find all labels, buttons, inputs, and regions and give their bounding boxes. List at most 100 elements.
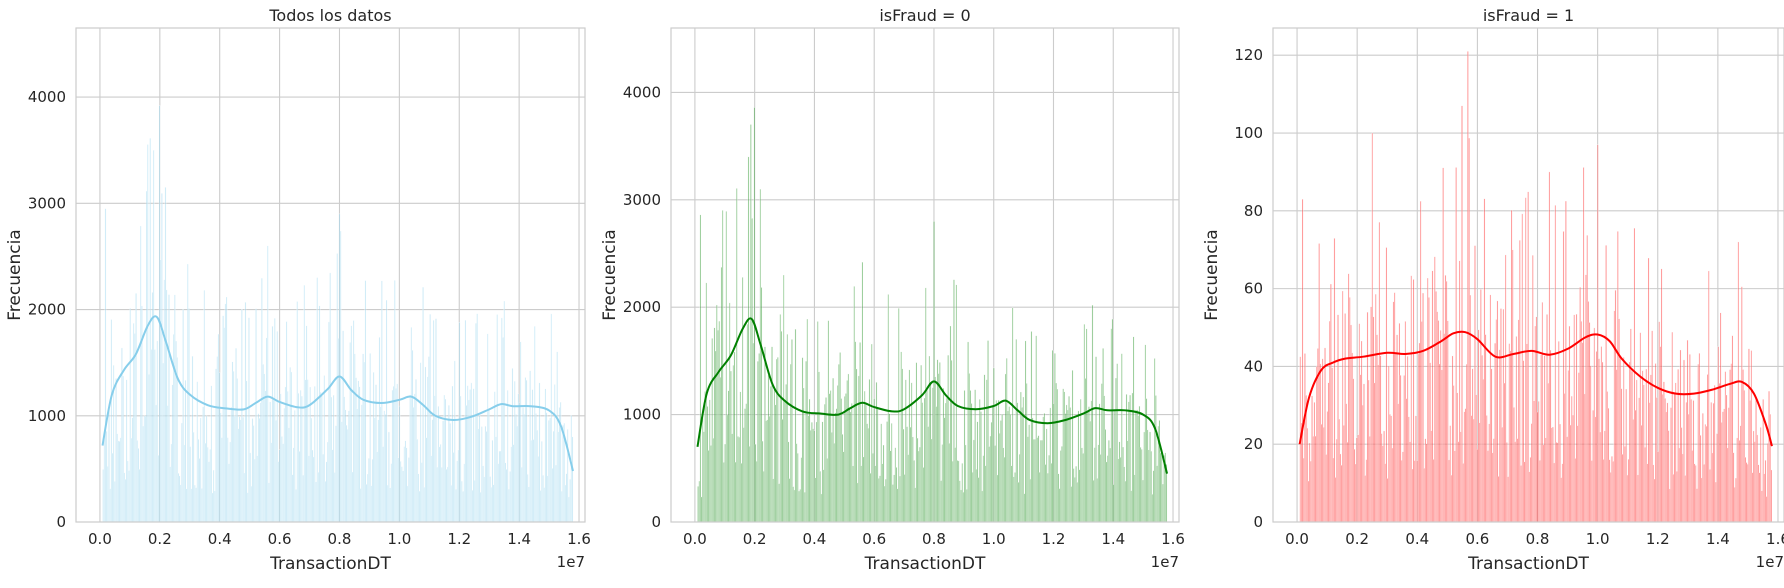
histogram-bar (1346, 441, 1349, 523)
histogram-bar (738, 436, 740, 523)
kde-line (101, 315, 574, 472)
histogram-bar (1098, 403, 1101, 523)
histogram-bar (728, 302, 731, 523)
histogram-bar (1595, 351, 1598, 523)
histogram-bar (291, 474, 294, 523)
histogram-bar (1643, 384, 1645, 523)
histogram-bar (774, 404, 777, 523)
histogram-bar (727, 390, 730, 523)
axes-frame (1272, 27, 1784, 523)
histogram-bar (1359, 374, 1362, 523)
histogram-bar (476, 313, 478, 523)
y-tick-label: 4000 (623, 83, 661, 101)
histogram-bar (1618, 318, 1620, 523)
histogram-bar (895, 467, 898, 523)
x-tick-label: 0.6 (268, 530, 292, 548)
histogram-bar (844, 396, 846, 523)
histogram-bar (1579, 286, 1581, 523)
histogram-bar (1038, 472, 1041, 523)
histogram-bar (227, 437, 229, 523)
histogram-bar (1656, 397, 1658, 523)
histogram-bar (551, 468, 554, 523)
histogram-bar (981, 490, 983, 523)
histogram-bar (835, 408, 838, 523)
histogram-bar (1406, 356, 1409, 523)
histogram-bar (485, 431, 488, 523)
histogram-bar (842, 451, 845, 523)
y-tick-label: 0 (1253, 513, 1263, 531)
histogram-bar (1319, 363, 1322, 523)
histogram-bar (1520, 465, 1522, 523)
histogram-bar (1443, 333, 1446, 523)
histogram-bar (1063, 391, 1066, 523)
histogram-bar (862, 456, 865, 523)
histogram-bar (764, 346, 766, 523)
histogram-bar (815, 421, 818, 523)
histogram-bar (1128, 401, 1130, 523)
histogram-bar (1056, 388, 1059, 523)
histogram-bar (1458, 260, 1461, 523)
histogram-bar (1580, 321, 1583, 523)
x-tick-label: 0.2 (1345, 530, 1369, 548)
histogram-bar (1588, 322, 1591, 523)
histogram-bar (402, 470, 404, 523)
histogram-bar (245, 380, 248, 523)
histogram-bar (732, 365, 735, 523)
histogram-bar (1349, 297, 1351, 523)
histogram-bar (804, 491, 806, 523)
y-tick-labels: 0 20 40 60 80 100 120 (1234, 46, 1263, 531)
x-tick-label: 0.2 (743, 530, 767, 548)
histogram-bar (1504, 254, 1507, 523)
histogram-bar (1347, 273, 1350, 523)
histogram-bar (414, 393, 416, 523)
histogram-bar (1533, 400, 1535, 523)
histogram-bar (1604, 430, 1606, 523)
histogram-bar (1445, 281, 1448, 523)
histogram-bar (963, 390, 966, 523)
y-tick-label: 120 (1234, 46, 1263, 64)
histogram-bar (1389, 414, 1391, 523)
histogram-bar (301, 395, 303, 523)
histogram-bar (1077, 410, 1080, 523)
histogram-bar (445, 469, 448, 523)
histogram-bar (861, 261, 864, 523)
histogram-bar (479, 492, 482, 523)
histogram-bar (1489, 294, 1492, 523)
histogram-bar (561, 490, 563, 523)
histogram-bar (991, 405, 994, 523)
histogram-bar (833, 443, 835, 523)
histogram-bar (1664, 398, 1666, 523)
histogram-bar (768, 416, 771, 523)
histogram-bar (976, 421, 979, 523)
histogram-bar (819, 470, 821, 523)
histogram-bar (297, 393, 300, 523)
histogram-bar (464, 319, 467, 523)
histogram-bar (1674, 382, 1677, 523)
histogram-bar (1631, 371, 1633, 523)
histogram-bar (516, 425, 518, 523)
histogram-bar (188, 308, 190, 523)
histogram-bar (788, 478, 791, 523)
histogram-bar (1048, 454, 1050, 523)
histogram-bar (1638, 397, 1640, 523)
histogram-bar (802, 387, 805, 523)
histogram-bar (1074, 477, 1076, 523)
histogram-bar (182, 309, 184, 523)
histogram-bar (1405, 398, 1408, 523)
histogram-bar (457, 449, 460, 523)
histogram-bar (1456, 392, 1459, 523)
histogram-bar (786, 333, 789, 523)
histogram-bar (289, 367, 291, 523)
histogram-bar (759, 188, 762, 523)
histogram-bar (1541, 302, 1544, 523)
histogram-bar (274, 317, 276, 523)
histogram-bar (718, 320, 720, 523)
histogram-bar (983, 374, 986, 523)
histogram-bar (197, 439, 200, 523)
histogram-bar (982, 455, 985, 523)
histogram-bar (1356, 437, 1358, 523)
histogram-bar (839, 352, 841, 523)
histogram-bar (1030, 331, 1033, 523)
histogram-bar (1586, 235, 1588, 523)
histogram-bar (807, 415, 810, 523)
